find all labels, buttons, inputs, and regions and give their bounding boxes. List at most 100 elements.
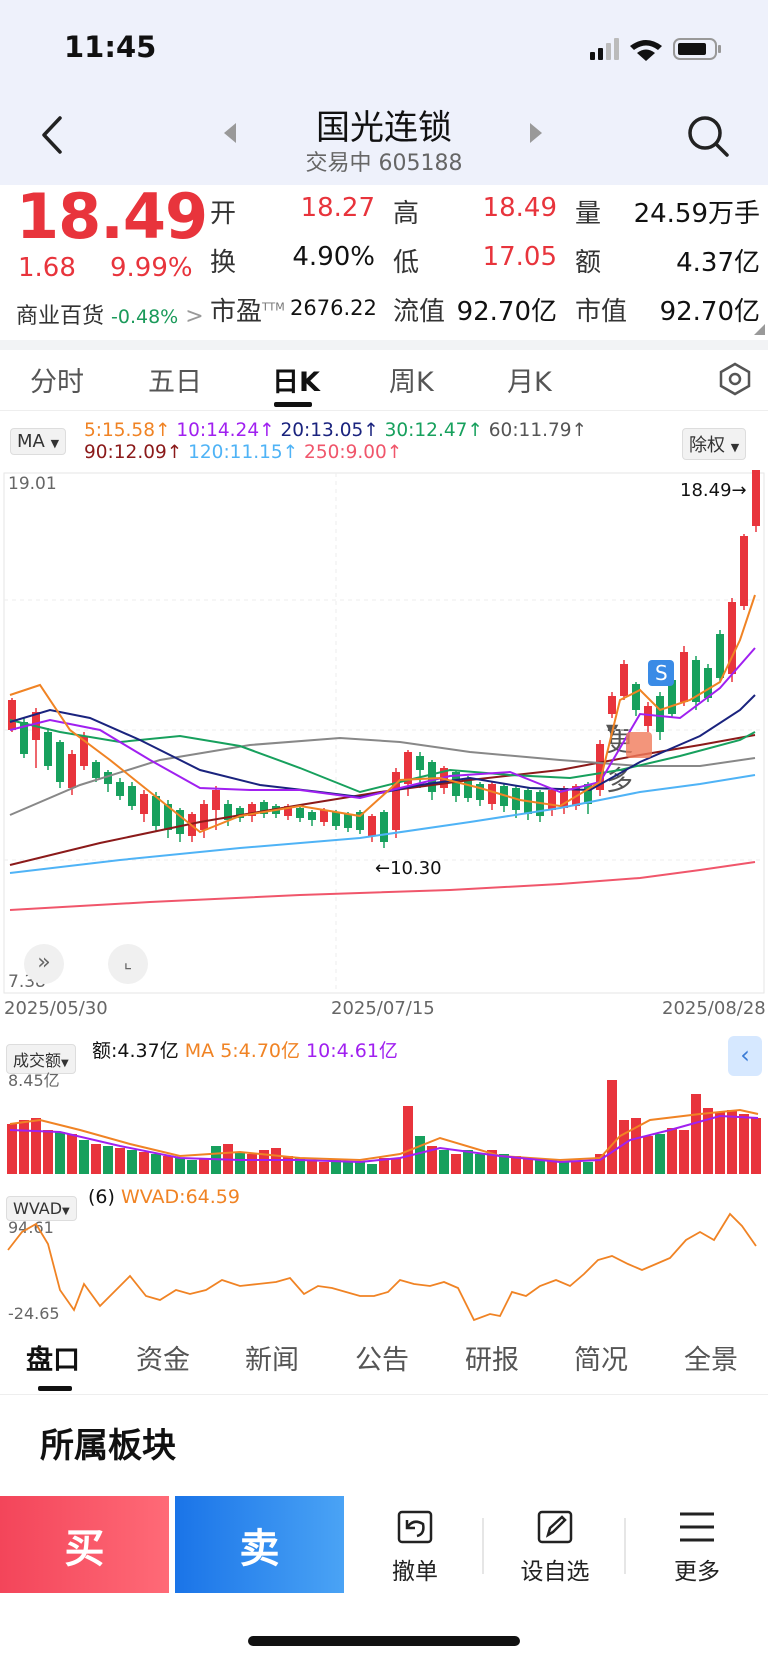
signal-bar-1 bbox=[590, 52, 595, 60]
tab-five-day[interactable]: 五日 bbox=[148, 367, 202, 398]
candle-body bbox=[728, 602, 736, 674]
volume-bar bbox=[247, 1154, 257, 1174]
volume-bar bbox=[175, 1158, 185, 1174]
candle-body bbox=[104, 772, 112, 784]
open-value: 18.27 bbox=[300, 193, 375, 223]
fullscreen-icon[interactable]: ⌞ bbox=[108, 944, 148, 984]
active-tab-indicator bbox=[38, 1386, 72, 1391]
volume-bar bbox=[595, 1154, 605, 1174]
volume-bar bbox=[703, 1108, 713, 1174]
high-value: 18.49 bbox=[482, 193, 557, 223]
chevron-right-icon: > bbox=[185, 304, 204, 329]
indicator-selector[interactable]: WVAD▼ bbox=[6, 1196, 77, 1221]
volume-max-label: 8.45亿 bbox=[8, 1071, 60, 1090]
x-label-mid: 2025/07/15 bbox=[331, 998, 435, 1019]
candle-body bbox=[740, 536, 748, 606]
pe-value: 2676.22 bbox=[290, 296, 377, 320]
y-max-label: 19.01 bbox=[8, 474, 57, 494]
volume-bar bbox=[475, 1154, 485, 1174]
search-icon[interactable] bbox=[686, 114, 730, 158]
volume-bar bbox=[343, 1162, 353, 1174]
add-watchlist-button[interactable]: 设自选 bbox=[500, 1508, 610, 1586]
battery-icon bbox=[673, 38, 717, 60]
next-stock-icon[interactable] bbox=[528, 122, 544, 144]
tab-panorama[interactable]: 全景 bbox=[684, 1345, 738, 1376]
last-price-marker: 18.49→ bbox=[680, 480, 747, 501]
tab-announcements[interactable]: 公告 bbox=[355, 1345, 409, 1376]
sell-button[interactable]: 卖 bbox=[175, 1496, 344, 1593]
candle-body bbox=[116, 782, 124, 796]
candle-body bbox=[680, 652, 688, 702]
volume-bar bbox=[331, 1160, 341, 1174]
settings-hex-icon[interactable] bbox=[718, 362, 752, 396]
tab-funds[interactable]: 资金 bbox=[136, 1345, 190, 1376]
back-icon[interactable] bbox=[38, 114, 66, 156]
volume-bar bbox=[679, 1130, 689, 1174]
tab-news[interactable]: 新闻 bbox=[245, 1345, 299, 1376]
candle-body bbox=[80, 736, 88, 766]
prev-stock-icon[interactable] bbox=[222, 122, 238, 144]
last-price: 18.49 bbox=[16, 180, 208, 253]
candle-body bbox=[296, 808, 304, 818]
volume-bar bbox=[391, 1158, 401, 1174]
tab-intraday[interactable]: 分时 bbox=[30, 367, 84, 398]
candle-body bbox=[668, 680, 676, 714]
tab-research[interactable]: 研报 bbox=[465, 1345, 519, 1376]
sell-signal-badge bbox=[648, 660, 674, 686]
ma-selector[interactable]: MA ▼ bbox=[10, 428, 67, 455]
candle-body bbox=[584, 784, 592, 804]
volume-bar bbox=[715, 1112, 725, 1174]
candle-body bbox=[428, 762, 436, 792]
volume-bar bbox=[643, 1136, 653, 1174]
buy-button[interactable]: 买 bbox=[0, 1496, 169, 1593]
tab-daily-k[interactable]: 日K bbox=[272, 367, 320, 398]
header-bar bbox=[0, 95, 768, 185]
candle-body bbox=[716, 634, 724, 678]
candle-body bbox=[656, 696, 664, 732]
candle-body bbox=[416, 756, 424, 770]
volume-bar bbox=[751, 1118, 761, 1174]
active-tab-indicator bbox=[274, 402, 312, 407]
collapse-panel-icon[interactable]: ‹ bbox=[728, 1036, 762, 1076]
volume-bar bbox=[79, 1140, 89, 1174]
kline-chart[interactable]: S bbox=[0, 470, 768, 1030]
candle-body bbox=[140, 794, 148, 814]
home-indicator bbox=[248, 1636, 520, 1646]
stock-subtitle: 交易中 605188 bbox=[305, 151, 463, 176]
ma250-value: 250:9.00↑ bbox=[304, 442, 403, 463]
expand-corner-icon[interactable] bbox=[754, 324, 766, 336]
expand-chart-icon[interactable]: » bbox=[24, 944, 64, 984]
turnover-label: 换 bbox=[210, 248, 237, 278]
amount-label: 额 bbox=[575, 248, 602, 278]
candle-body bbox=[368, 816, 376, 836]
volume-selector[interactable]: 成交额▼ bbox=[6, 1044, 76, 1074]
candle-body bbox=[128, 786, 136, 806]
tab-weekly-k[interactable]: 周K bbox=[389, 367, 434, 398]
volume-bar bbox=[259, 1150, 269, 1174]
ma250-line bbox=[9, 861, 756, 911]
volume-bar bbox=[43, 1130, 53, 1174]
tab-monthly-k[interactable]: 月K bbox=[507, 367, 552, 398]
tab-order-book[interactable]: 盘口 bbox=[26, 1345, 80, 1376]
volume-ma5-line bbox=[9, 1108, 759, 1162]
volume-bar bbox=[463, 1150, 473, 1174]
candle-body bbox=[56, 742, 64, 782]
volume-bar bbox=[607, 1080, 617, 1174]
ma10-line bbox=[9, 647, 756, 800]
x-label-end: 2025/08/28 bbox=[662, 998, 766, 1019]
candle-body bbox=[644, 706, 652, 726]
candle-body bbox=[308, 812, 316, 820]
volume-value: 24.59万手 bbox=[633, 199, 760, 229]
tab-profile[interactable]: 简况 bbox=[574, 1345, 628, 1376]
candle-body bbox=[260, 802, 268, 814]
cancel-order-button[interactable]: 撤单 bbox=[360, 1508, 470, 1586]
sector-link[interactable]: 商业百货 -0.48% > bbox=[16, 298, 204, 330]
ma5-value: 5:15.58↑ bbox=[84, 420, 171, 441]
candle-body bbox=[284, 806, 292, 816]
adjust-selector[interactable]: 除权 ▼ bbox=[682, 428, 747, 460]
more-button[interactable]: 更多 bbox=[642, 1508, 752, 1586]
candle-body bbox=[392, 772, 400, 830]
candle-body bbox=[404, 752, 412, 784]
volume-bar bbox=[199, 1158, 209, 1174]
volume-bar bbox=[439, 1150, 449, 1174]
